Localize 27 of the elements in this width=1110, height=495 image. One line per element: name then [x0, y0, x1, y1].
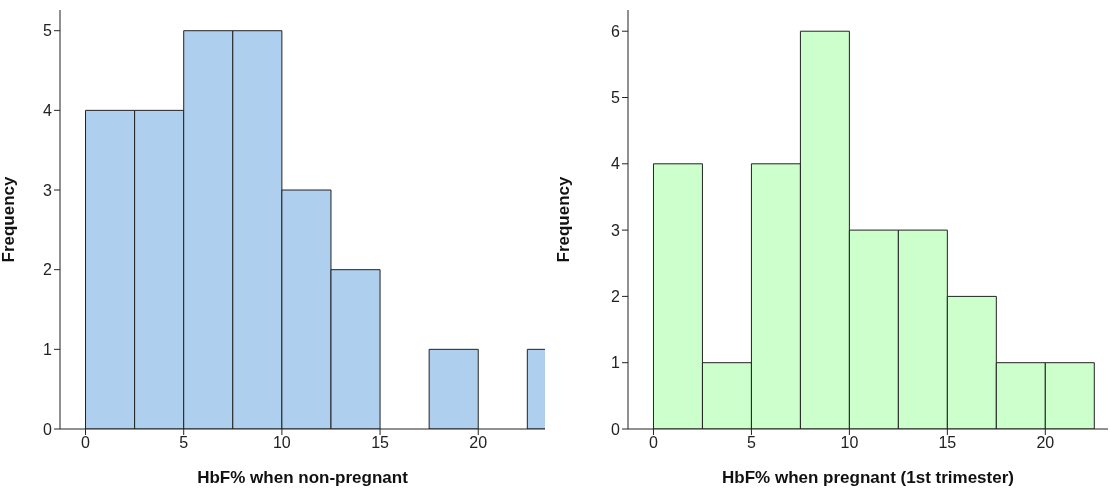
- x-tick-label: 15: [371, 434, 390, 452]
- y-tick-label: 6: [611, 22, 621, 40]
- x-axis-title: HbF% when non-pregnant: [197, 468, 409, 487]
- x-tick-label: 5: [179, 434, 189, 452]
- y-tick-label: 2: [611, 288, 621, 306]
- x-tick-label: 10: [840, 434, 859, 452]
- x-tick-label: 10: [272, 434, 291, 452]
- x-tick-label: 0: [81, 434, 91, 452]
- y-tick-label: 3: [611, 221, 621, 239]
- x-tick-label: 20: [469, 434, 488, 452]
- y-axis-title: Frequency: [0, 175, 19, 263]
- x-tick-label: 0: [649, 434, 659, 452]
- y-tick-label: 4: [611, 155, 621, 173]
- y-tick-label: 0: [43, 420, 53, 438]
- y-tick-label: 4: [43, 102, 53, 120]
- y-tick-label: 1: [611, 354, 621, 372]
- y-tick-label: 3: [43, 181, 53, 199]
- y-tick-label: 5: [611, 89, 621, 107]
- y-tick-label: 1: [43, 341, 53, 359]
- y-tick-label: 2: [43, 261, 53, 279]
- x-axis-title: HbF% when pregnant (1st trimester): [722, 468, 1014, 487]
- y-axis-title: Frequency: [554, 175, 574, 263]
- x-tick-label: 15: [938, 434, 957, 452]
- y-tick-label: 5: [43, 22, 53, 40]
- x-tick-label: 20: [1036, 434, 1055, 452]
- x-tick-label: 5: [746, 434, 756, 452]
- y-tick-label: 0: [611, 420, 621, 438]
